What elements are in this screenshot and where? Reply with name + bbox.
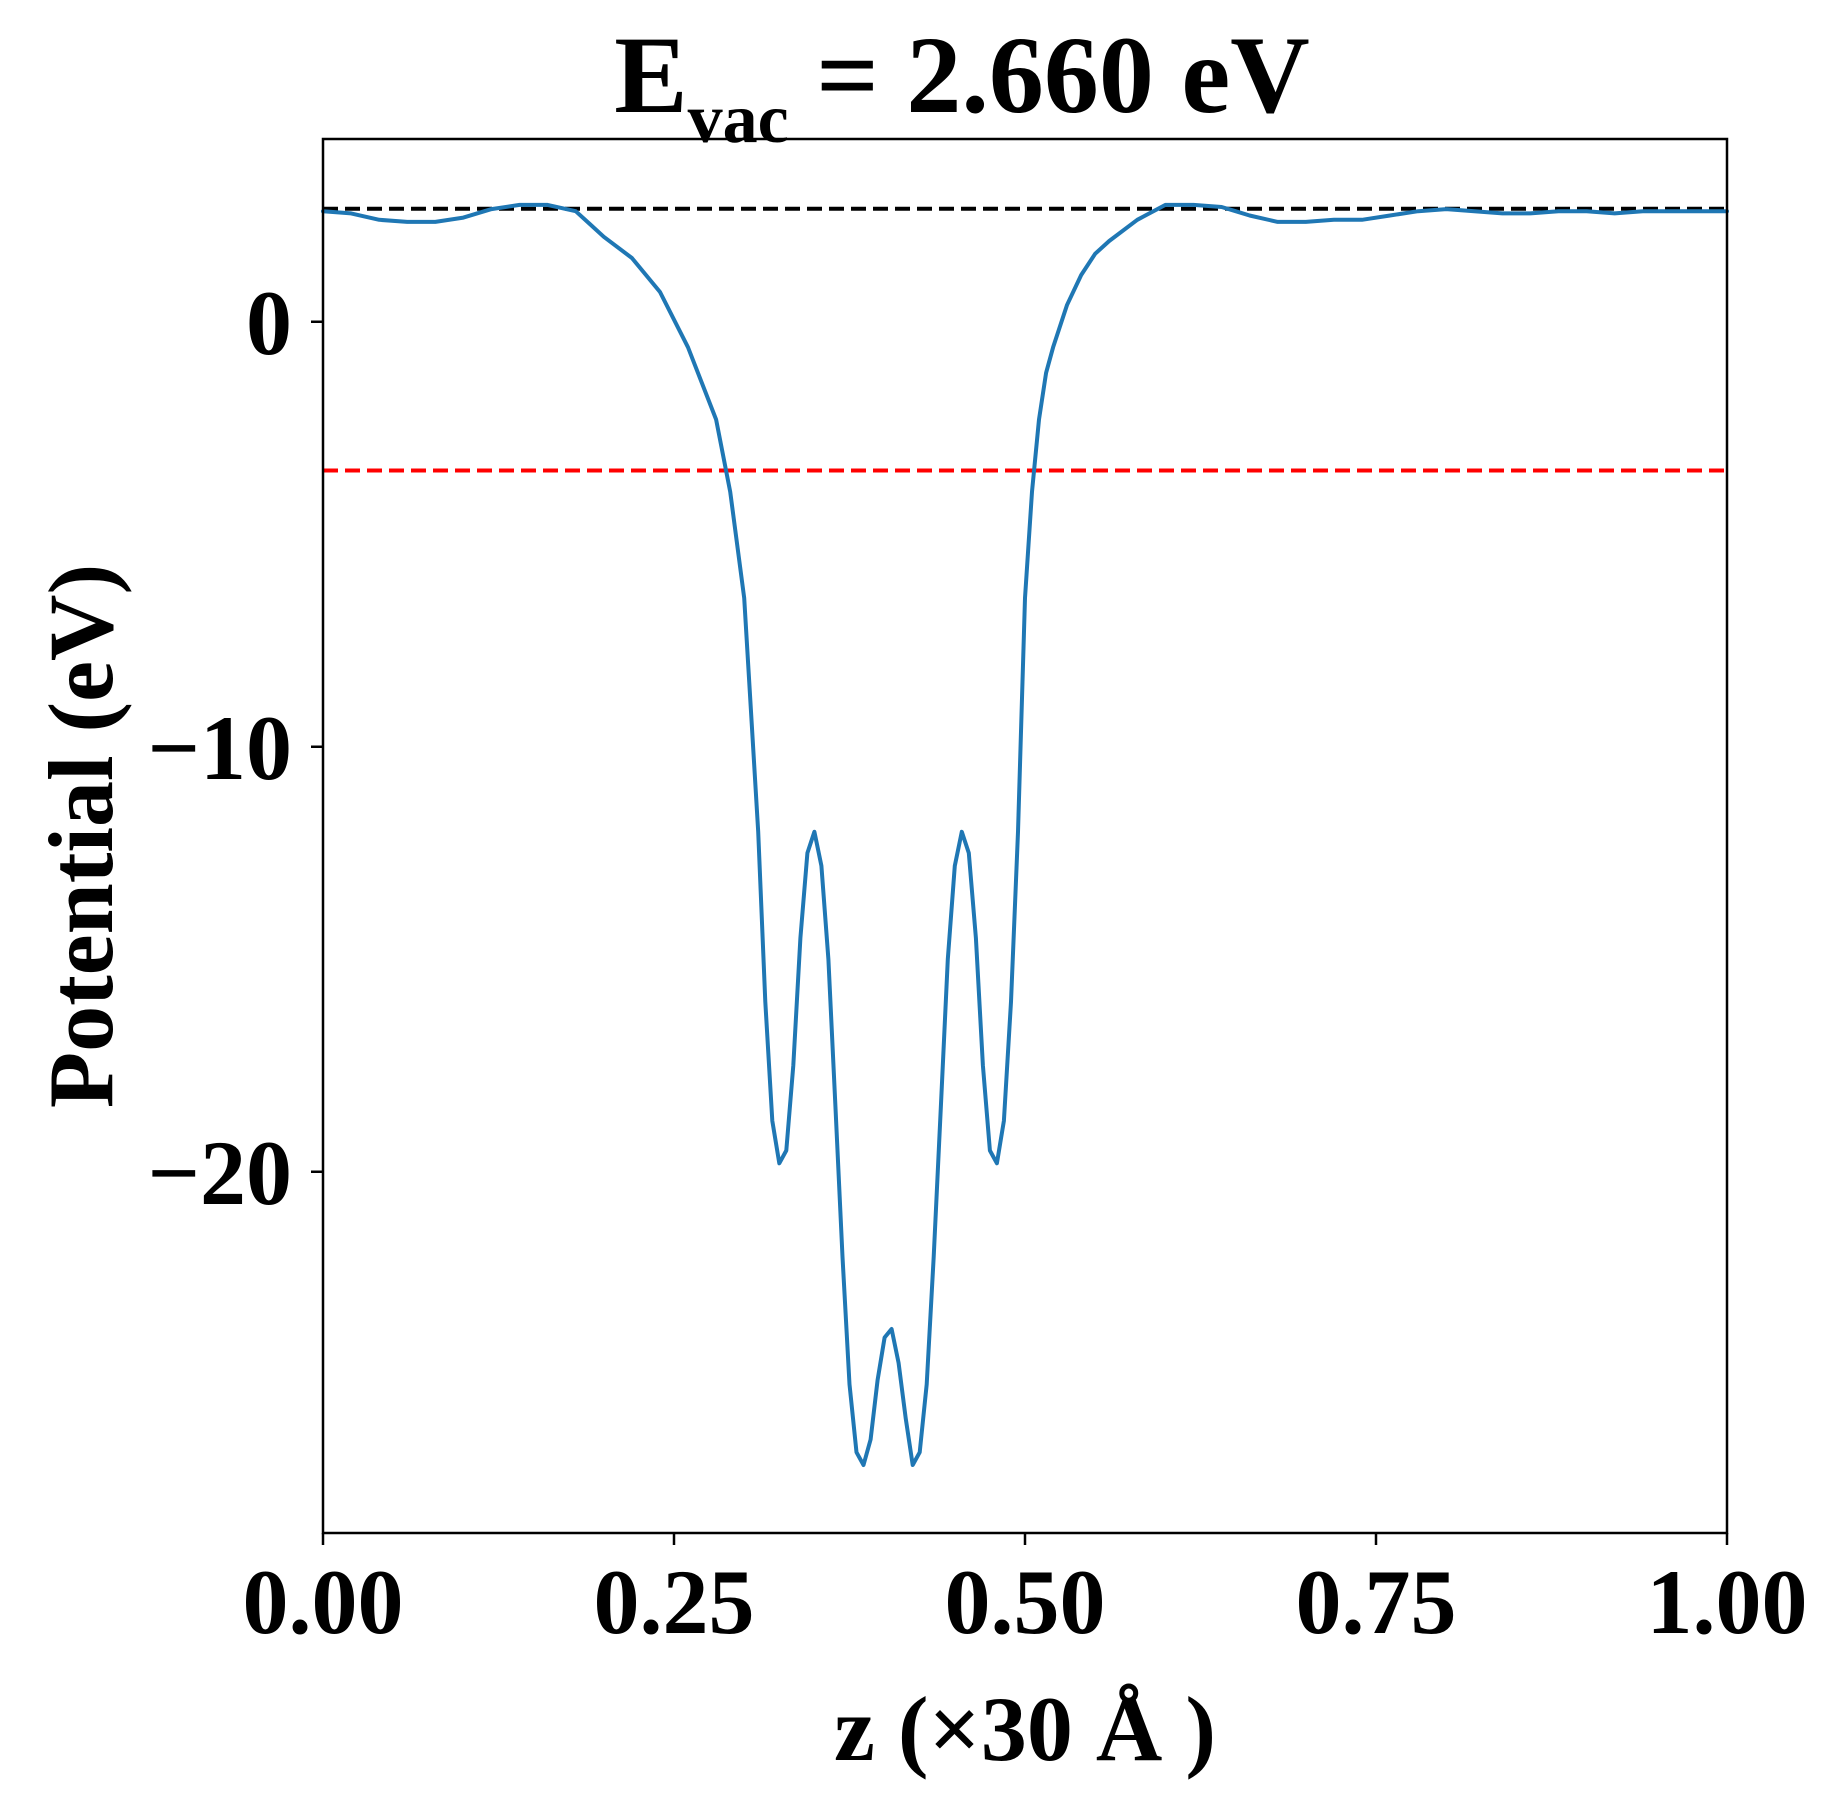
y-tick-label: −10 [148,697,292,799]
series-group [321,202,1729,1467]
x-tick-label: 0.75 [1296,1551,1457,1653]
title-subscript: vac [688,81,789,158]
x-tick-label: 1.00 [1647,1551,1808,1653]
y-tick-label: −20 [148,1122,292,1224]
chart-title: Evac = 2.660 eV [614,14,1309,158]
x-axis-label: z (×30 Å ) [834,1678,1216,1780]
y-axis-ticks: 0 −10 −20 [148,272,323,1224]
x-tick-label: 0.50 [945,1551,1106,1653]
plot-frame [321,137,1729,1535]
x-axis-ticks: 0.00 0.25 0.50 0.75 1.00 [243,1533,1808,1653]
title-main: E [614,14,687,136]
x-tick-label: 0.00 [243,1551,404,1653]
y-tick-label: 0 [246,272,292,374]
series-line-0 [321,202,1729,1467]
y-axis-label: Potential (eV) [30,564,132,1108]
x-tick-label: 0.25 [594,1551,755,1653]
title-rest: = 2.660 eV [789,14,1310,136]
reference-lines [323,206,1727,473]
